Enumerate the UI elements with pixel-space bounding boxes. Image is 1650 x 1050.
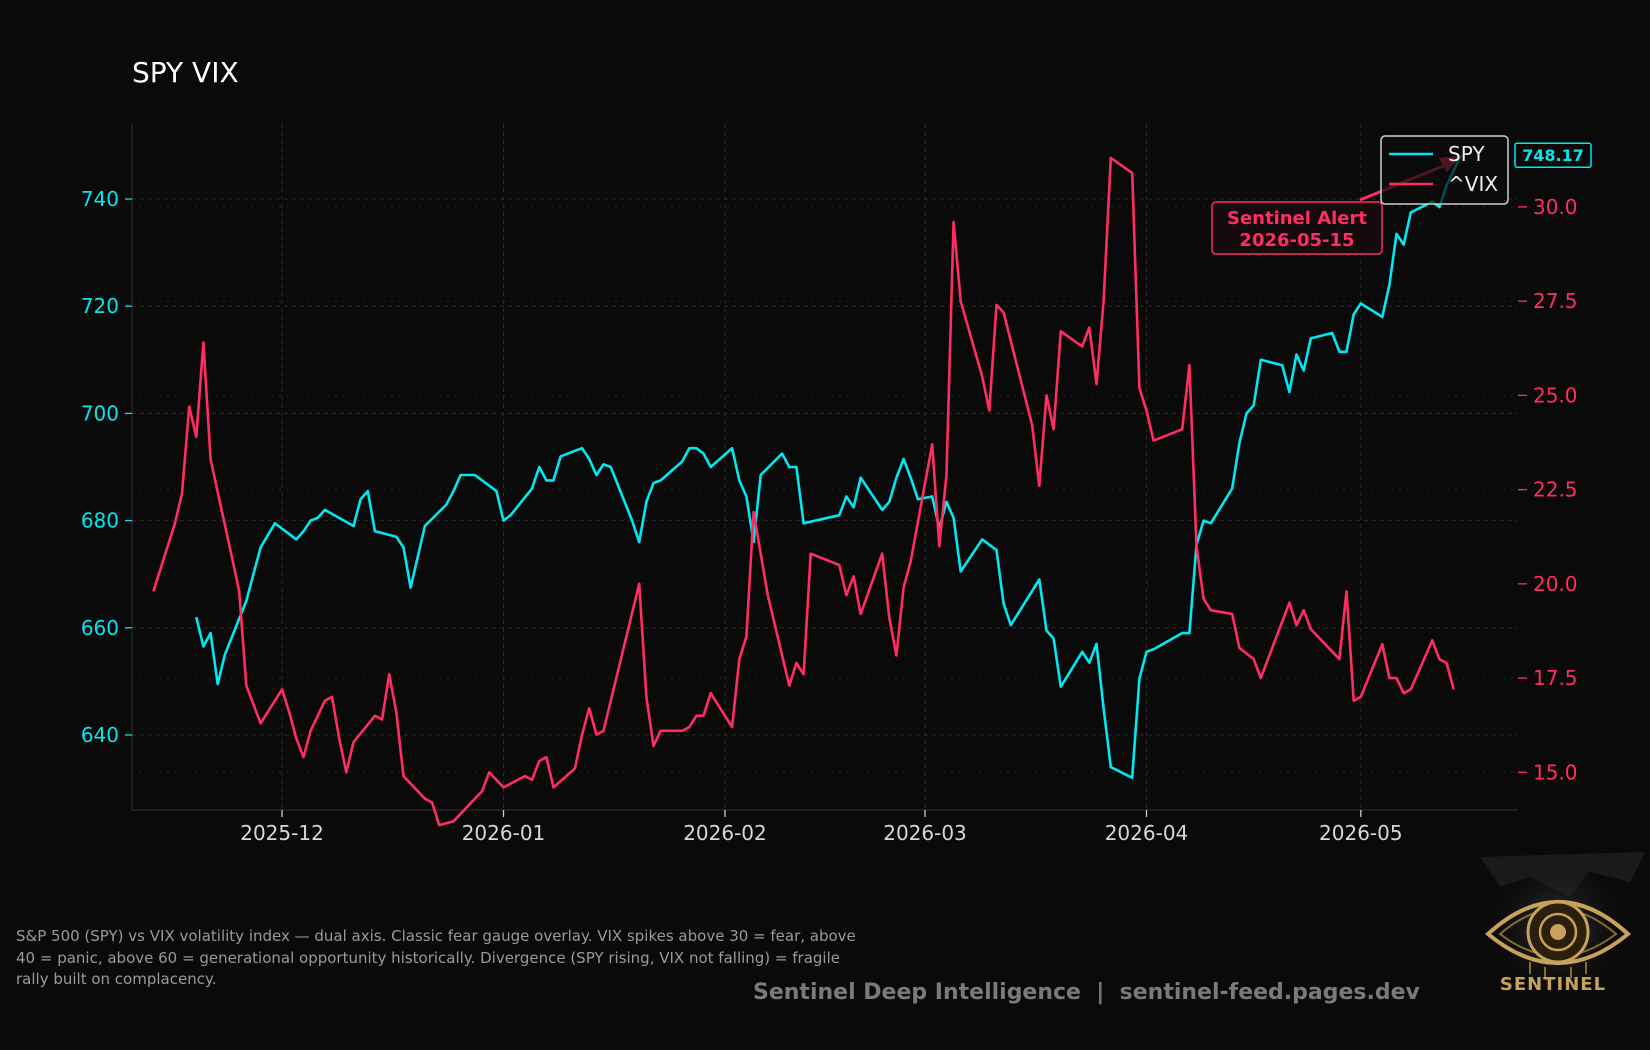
y-left-tick-label: 640 <box>81 723 119 747</box>
eye-outline <box>1484 900 1632 965</box>
y-right-tick-label: 22.5 <box>1533 478 1578 502</box>
y-right-tick-label: 27.5 <box>1533 289 1578 313</box>
last-value-badge <box>1514 142 1592 168</box>
vix-line <box>152 156 1455 827</box>
x-tick-label: 2026-05 <box>1319 821 1403 845</box>
x-tick-label: 2026-04 <box>1105 821 1189 845</box>
y-right-tick-label: 25.0 <box>1533 383 1578 407</box>
y-left-tick-label: 740 <box>81 187 119 211</box>
x-tick-label: 2025-12 <box>240 821 324 845</box>
legend-label: ^VIX <box>1448 172 1498 196</box>
spy-line <box>195 154 1462 780</box>
eye-circuit-lines <box>1529 962 1587 978</box>
x-tick-label: 2026-01 <box>462 821 546 845</box>
logo-wordmark: SENTINEL <box>1500 974 1606 995</box>
legend: SPY ^VIX <box>1380 135 1509 205</box>
y-left-tick-label: 680 <box>81 509 119 533</box>
chart-caption: S&P 500 (SPY) vs VIX volatility index — … <box>16 927 856 988</box>
dual-axis-line-chart: 2025-12 2026-01 2026-02 2026-03 2026-04 2026-… <box>81 124 1592 845</box>
footer-credit: Sentinel Deep Intelligence | sentinel-fe… <box>753 980 1420 1005</box>
y-right-tick-label: 30.0 <box>1533 195 1578 219</box>
series-layer <box>152 154 1462 827</box>
alert-box <box>1211 201 1383 255</box>
y-left-tick-label: 660 <box>81 616 119 640</box>
grid-layer <box>132 124 1518 810</box>
legend-label: SPY <box>1448 142 1485 166</box>
eye-icon <box>1484 900 1632 978</box>
y-left-tick-label: 720 <box>81 294 119 318</box>
x-tick-label: 2026-03 <box>883 821 967 845</box>
eye-pupil <box>1550 924 1566 940</box>
y-right-tick-label: 15.0 <box>1533 760 1578 784</box>
y-right-tick-label: 17.5 <box>1533 666 1578 690</box>
chart-title: SPY VIX <box>132 56 239 89</box>
alert-date: 2026-05-15 <box>1239 230 1354 251</box>
sentinel-logo: SENTINEL <box>1470 852 1650 1007</box>
last-value-text: 748.17 <box>1522 146 1584 165</box>
y-right-tick-label: 20.0 <box>1533 572 1578 596</box>
x-tick-label: 2026-02 <box>683 821 767 845</box>
alert-title: Sentinel Alert <box>1227 208 1367 229</box>
axes-layer: 2025-12 2026-01 2026-02 2026-03 2026-04 2026-… <box>81 124 1578 845</box>
eye-iris-ring <box>1538 912 1578 952</box>
y-left-tick-label: 700 <box>81 401 119 425</box>
